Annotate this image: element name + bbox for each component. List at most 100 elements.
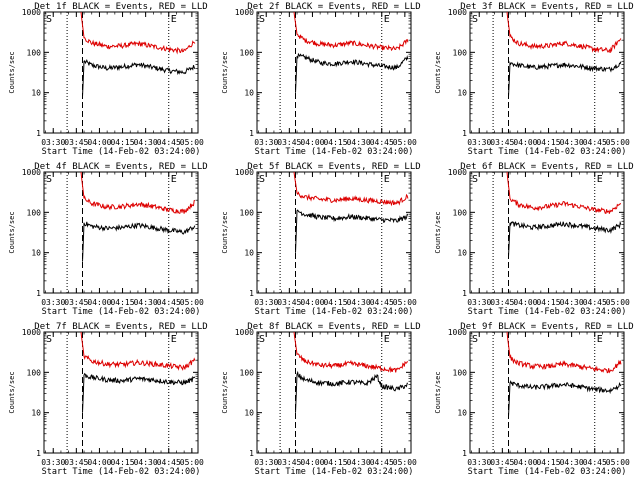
marker-s: S xyxy=(472,174,478,185)
x-tick-label: 04:45 xyxy=(583,138,607,147)
y-tick-label: 100 xyxy=(453,48,468,57)
y-axis-title: Counts/sec xyxy=(434,211,442,253)
x-tick-label: 04:30 xyxy=(134,138,158,147)
x-tick-label: 04:30 xyxy=(347,458,371,467)
x-tick-label: 03:45 xyxy=(64,298,88,307)
y-tick-label: 1 xyxy=(36,129,41,138)
y-tick-label: 1 xyxy=(249,449,254,458)
x-tick-label: 03:30 xyxy=(467,138,491,147)
panel-title: Det 3f BLACK = Events, RED = LLD xyxy=(460,2,633,12)
y-axis-title: Counts/sec xyxy=(8,211,16,253)
series-events-line xyxy=(295,209,409,253)
y-axis-title: Counts/sec xyxy=(8,51,16,93)
y-tick-label: 100 xyxy=(240,48,255,57)
y-tick-label: 1 xyxy=(249,129,254,138)
panel-5: Det 5f BLACK = Events, RED = LLD 1 10 100 10… xyxy=(221,162,421,317)
y-tick-label: 1 xyxy=(249,289,254,298)
series-events-line xyxy=(82,59,196,97)
y-tick-label: 1000 xyxy=(235,328,254,337)
y-tick-label: 1000 xyxy=(22,328,41,337)
x-tick-label: 04:15 xyxy=(323,138,347,147)
x-tick-label: 04:45 xyxy=(370,138,394,147)
x-tick-label: 05:00 xyxy=(606,298,630,307)
x-tick-label: 05:00 xyxy=(606,138,630,147)
x-tick-label: 04:15 xyxy=(110,138,134,147)
x-tick-label: 04:15 xyxy=(110,458,134,467)
y-tick-label: 10 xyxy=(31,249,41,258)
x-tick-label: 03:45 xyxy=(277,138,301,147)
series-events-line xyxy=(82,221,196,262)
marker-s: S xyxy=(259,174,265,185)
x-tick-label: 03:45 xyxy=(277,298,301,307)
y-tick-label: 1 xyxy=(36,449,41,458)
marker-s: S xyxy=(259,334,265,345)
x-tick-label: 03:45 xyxy=(490,298,514,307)
x-tick-label: 03:45 xyxy=(64,458,88,467)
y-tick-label: 100 xyxy=(453,368,468,377)
y-tick-label: 100 xyxy=(453,208,468,217)
x-tick-label: 04:00 xyxy=(300,458,324,467)
x-tick-label: 03:30 xyxy=(467,298,491,307)
plot-frame xyxy=(43,171,199,294)
x-tick-label: 03:30 xyxy=(467,458,491,467)
x-tick-label: 03:45 xyxy=(277,458,301,467)
x-tick-label: 03:30 xyxy=(254,138,278,147)
series-events-line xyxy=(508,220,622,257)
series-lld-line xyxy=(80,331,196,371)
marker-e: E xyxy=(597,174,603,185)
panel-2: Det 2f BLACK = Events, RED = LLD 1 10 100 10… xyxy=(221,2,421,157)
y-axis-title: Counts/sec xyxy=(434,371,442,413)
x-tick-label: 04:15 xyxy=(323,298,347,307)
x-tick-label: 04:30 xyxy=(560,298,584,307)
x-tick-label: 03:30 xyxy=(41,298,65,307)
panel-title: Det 1f BLACK = Events, RED = LLD xyxy=(34,2,207,12)
series-lld-line xyxy=(506,171,622,215)
y-tick-label: 10 xyxy=(31,409,41,418)
x-axis-title: Start Time (14-Feb-02 03:24:00) xyxy=(42,307,201,317)
panel-title: Det 5f BLACK = Events, RED = LLD xyxy=(247,162,420,172)
x-tick-label: 04:15 xyxy=(536,458,560,467)
y-axis-title: Counts/sec xyxy=(434,51,442,93)
panel-3: Det 3f BLACK = Events, RED = LLD 1 10 100 10… xyxy=(434,2,634,157)
panel-7: Det 7f BLACK = Events, RED = LLD 1 10 100 10… xyxy=(8,322,208,477)
y-tick-label: 100 xyxy=(240,208,255,217)
y-axis-title: Counts/sec xyxy=(221,211,229,253)
y-tick-label: 1000 xyxy=(448,168,467,177)
series-events-line xyxy=(82,372,196,413)
y-tick-label: 100 xyxy=(240,368,255,377)
plot-frame xyxy=(256,11,412,134)
series-events-line xyxy=(508,380,622,417)
y-tick-label: 1000 xyxy=(235,168,254,177)
x-axis-title: Start Time (14-Feb-02 03:24:00) xyxy=(255,467,414,477)
y-tick-label: 10 xyxy=(457,249,467,258)
x-tick-label: 05:00 xyxy=(393,458,417,467)
x-tick-label: 04:00 xyxy=(87,298,111,307)
plot-frame xyxy=(256,331,412,454)
plot-frame xyxy=(43,11,199,134)
plot-frame xyxy=(469,171,625,294)
series-lld-line xyxy=(80,171,196,215)
x-tick-label: 04:00 xyxy=(300,138,324,147)
series-lld-line xyxy=(506,11,622,54)
panel-title: Det 4f BLACK = Events, RED = LLD xyxy=(34,162,207,172)
panel-title: Det 8f BLACK = Events, RED = LLD xyxy=(247,322,420,332)
y-axis-title: Counts/sec xyxy=(8,371,16,413)
x-tick-label: 04:00 xyxy=(300,298,324,307)
y-tick-label: 10 xyxy=(244,89,254,98)
marker-e: E xyxy=(171,174,177,185)
y-axis-title: Counts/sec xyxy=(221,371,229,413)
plot-frame xyxy=(469,11,625,134)
x-tick-label: 04:45 xyxy=(370,458,394,467)
y-tick-label: 100 xyxy=(27,368,42,377)
x-tick-label: 05:00 xyxy=(180,298,204,307)
marker-s: S xyxy=(472,14,478,25)
y-tick-label: 1 xyxy=(36,289,41,298)
y-tick-label: 10 xyxy=(457,409,467,418)
x-tick-label: 03:30 xyxy=(254,298,278,307)
x-tick-label: 04:45 xyxy=(370,298,394,307)
marker-e: E xyxy=(171,14,177,25)
x-tick-label: 03:45 xyxy=(490,458,514,467)
y-tick-label: 10 xyxy=(31,89,41,98)
x-tick-label: 05:00 xyxy=(606,458,630,467)
marker-e: E xyxy=(384,174,390,185)
